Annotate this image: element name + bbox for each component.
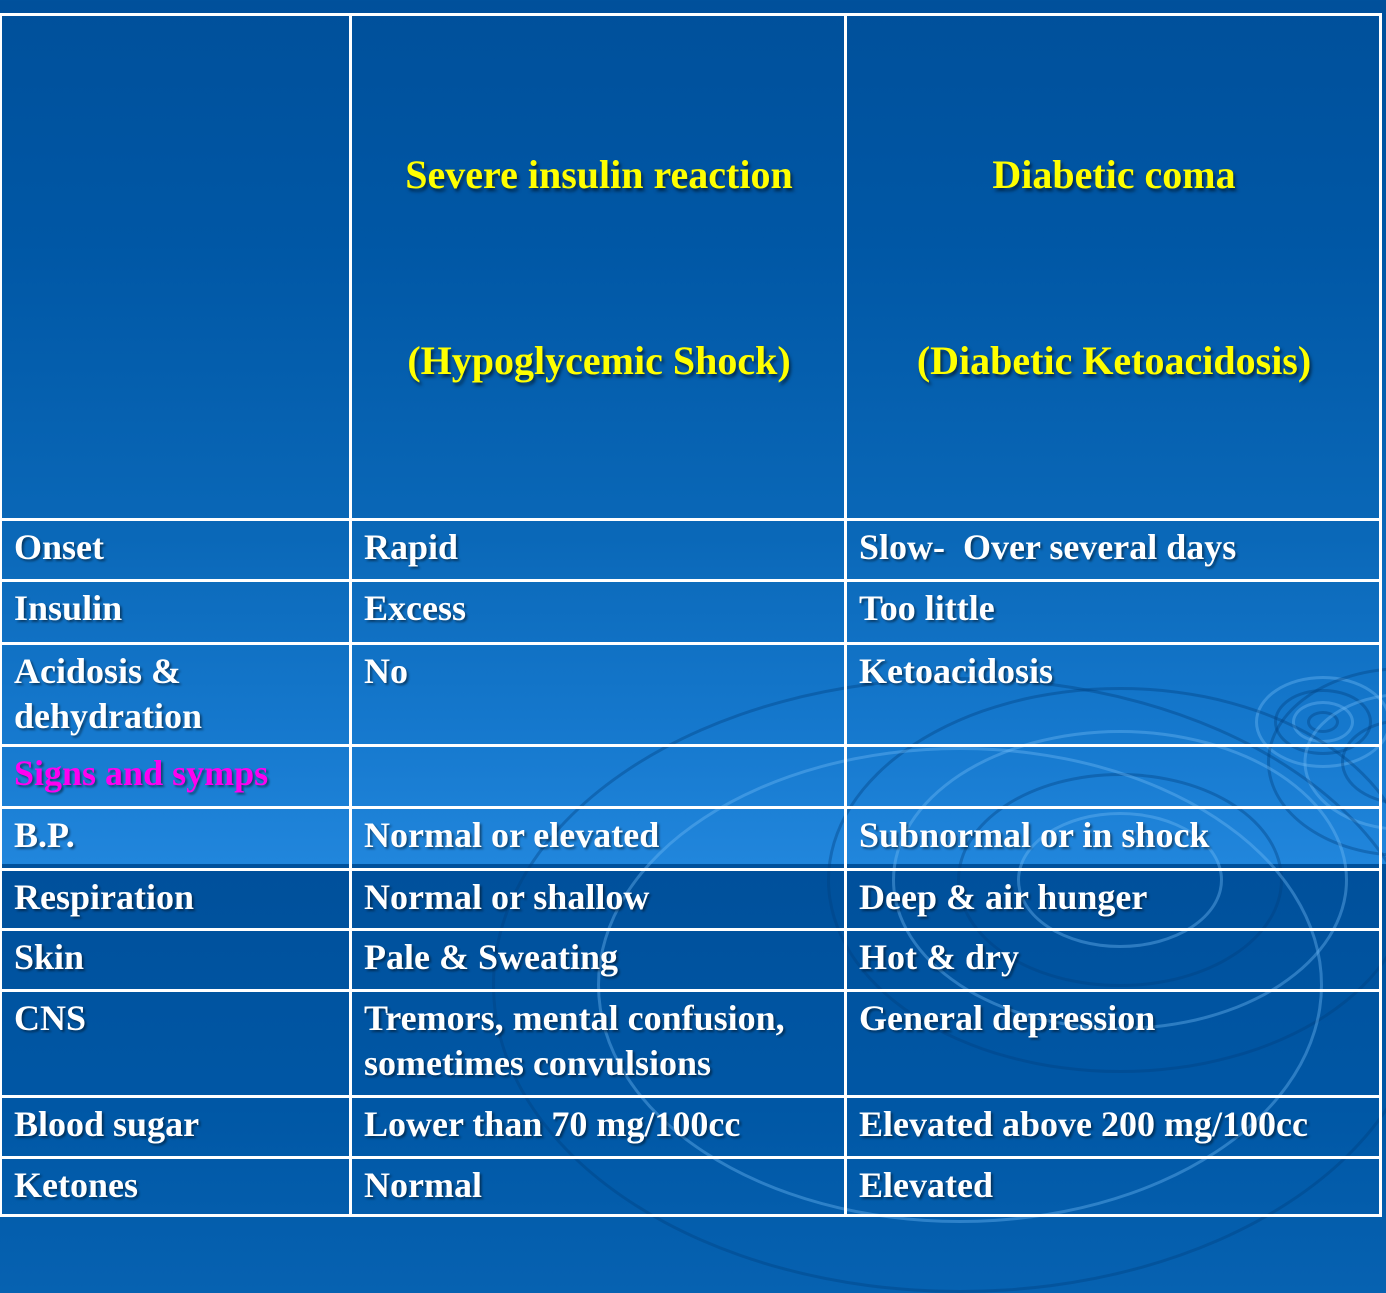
row-label: Skin xyxy=(0,928,352,992)
row-label: Acidosis & dehydration xyxy=(0,642,352,747)
comparison-table: Severe insulin reaction (Hypoglycemic Sh… xyxy=(0,13,1382,1217)
table-row-bp: B.P. Normal or elevated Subnormal or in … xyxy=(0,806,1382,871)
table-row-insulin: Insulin Excess Too little xyxy=(0,579,1382,645)
table-row-blood-sugar: Blood sugar Lower than 70 mg/100cc Eleva… xyxy=(0,1095,1382,1159)
value-insulin-reaction xyxy=(349,744,847,809)
table-row-ketones: Ketones Normal Elevated xyxy=(0,1156,1382,1217)
value-insulin-reaction: Pale & Sweating xyxy=(349,928,847,992)
table-row-respiration: Respiration Normal or shallow Deep & air… xyxy=(0,868,1382,931)
value-insulin-reaction: No xyxy=(349,642,847,747)
value-insulin-reaction: Normal xyxy=(349,1156,847,1217)
header-cell-insulin-reaction: Severe insulin reaction (Hypoglycemic Sh… xyxy=(349,13,847,521)
header-line: (Diabetic Ketoacidosis) xyxy=(916,338,1312,383)
row-label: Insulin xyxy=(0,579,352,645)
value-diabetic-coma: Subnormal or in shock xyxy=(844,806,1382,871)
row-label: Onset xyxy=(0,518,352,582)
value-diabetic-coma: Elevated xyxy=(844,1156,1382,1217)
value-diabetic-coma: Slow- Over several days xyxy=(844,518,1382,582)
value-insulin-reaction: Tremors, mental confusion, sometimes con… xyxy=(349,989,847,1098)
table-row-onset: Onset Rapid Slow- Over several days xyxy=(0,518,1382,582)
row-label: Respiration xyxy=(0,868,352,931)
value-diabetic-coma: Hot & dry xyxy=(844,928,1382,992)
header-line: (Hypoglycemic Shock) xyxy=(407,338,791,383)
header-cell-diabetic-coma: Diabetic coma (Diabetic Ketoacidosis) xyxy=(844,13,1382,521)
table-row-cns: CNS Tremors, mental confusion, sometimes… xyxy=(0,989,1382,1098)
header-line: Severe insulin reaction xyxy=(405,152,793,197)
value-diabetic-coma xyxy=(844,744,1382,809)
value-diabetic-coma: Ketoacidosis xyxy=(844,642,1382,747)
header-row: Severe insulin reaction (Hypoglycemic Sh… xyxy=(0,13,1382,521)
value-diabetic-coma: General depression xyxy=(844,989,1382,1098)
value-insulin-reaction: Lower than 70 mg/100cc xyxy=(349,1095,847,1159)
value-diabetic-coma: Too little xyxy=(844,579,1382,645)
value-diabetic-coma: Elevated above 200 mg/100cc xyxy=(844,1095,1382,1159)
value-insulin-reaction: Excess xyxy=(349,579,847,645)
value-insulin-reaction: Normal or elevated xyxy=(349,806,847,871)
value-insulin-reaction: Rapid xyxy=(349,518,847,582)
row-label: Signs and symps xyxy=(0,744,352,809)
row-label: B.P. xyxy=(0,806,352,871)
row-label: Blood sugar xyxy=(0,1095,352,1159)
header-cell-empty xyxy=(0,13,352,521)
header-line: Diabetic coma xyxy=(992,152,1236,197)
table-row-skin: Skin Pale & Sweating Hot & dry xyxy=(0,928,1382,992)
value-insulin-reaction: Normal or shallow xyxy=(349,868,847,931)
row-label: CNS xyxy=(0,989,352,1098)
row-label: Ketones xyxy=(0,1156,352,1217)
value-diabetic-coma: Deep & air hunger xyxy=(844,868,1382,931)
table-row-signs-and-symps: Signs and symps xyxy=(0,744,1382,809)
table-row-acidosis: Acidosis & dehydration No Ketoacidosis xyxy=(0,642,1382,747)
